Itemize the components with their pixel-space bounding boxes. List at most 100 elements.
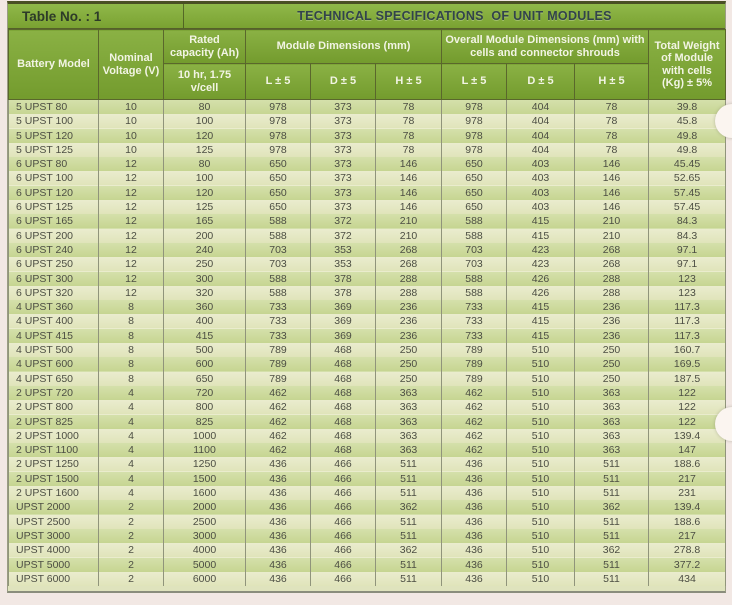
cell-module-d: 468 <box>310 400 376 415</box>
cell-nominal-voltage: 8 <box>98 357 164 372</box>
cell-module-l: 789 <box>245 357 311 372</box>
cell-overall-d: 510 <box>506 457 575 472</box>
cell-overall-l: 462 <box>441 400 507 415</box>
cell-module-l: 462 <box>245 385 311 401</box>
cell-total-weight: 122 <box>648 400 727 415</box>
cell-module-l: 436 <box>245 557 311 572</box>
cell-total-weight: 122 <box>648 385 727 401</box>
cell-module-l: 588 <box>245 285 311 301</box>
cell-module-h: 250 <box>375 371 442 386</box>
table-row: 6 UPST 100 12 100 650 373 146 650 403 146 52.65 <box>8 171 727 186</box>
cell-total-weight: 117.3 <box>648 314 727 329</box>
cell-nominal-voltage: 12 <box>98 214 164 229</box>
cell-module-l: 978 <box>245 142 311 158</box>
cell-overall-d: 510 <box>506 385 575 401</box>
table-row: 6 UPST 300 12 300 588 378 288 588 426 288 123 <box>8 271 727 286</box>
cell-rated-capacity: 120 <box>163 185 246 201</box>
cell-nominal-voltage: 12 <box>98 271 164 286</box>
cell-overall-l: 703 <box>441 242 507 258</box>
cell-nominal-voltage: 8 <box>98 300 164 315</box>
cell-module-h: 288 <box>375 285 442 301</box>
cell-battery-model: UPST 4000 <box>8 543 99 558</box>
cell-module-h: 236 <box>375 314 442 329</box>
cell-module-d: 373 <box>310 171 376 186</box>
cell-overall-l: 703 <box>441 257 507 272</box>
cell-total-weight: 160.7 <box>648 343 727 358</box>
cell-total-weight: 217 <box>648 471 727 487</box>
cell-rated-capacity: 800 <box>163 400 246 415</box>
cell-module-h: 511 <box>375 486 442 501</box>
cell-battery-model: 6 UPST 250 <box>8 257 99 272</box>
cell-module-d: 468 <box>310 343 376 358</box>
table-row: 4 UPST 500 8 500 789 468 250 789 510 250 160.7 <box>8 343 727 358</box>
cell-nominal-voltage: 2 <box>98 571 164 587</box>
cell-nominal-voltage: 4 <box>98 457 164 472</box>
col-group-module-dimensions: Module Dimensions (mm) <box>245 29 442 64</box>
cell-module-d: 466 <box>310 514 376 529</box>
cell-module-h: 362 <box>375 543 442 558</box>
cell-overall-l: 650 <box>441 171 507 186</box>
cell-module-h: 236 <box>375 328 442 344</box>
table-row: 4 UPST 360 8 360 733 369 236 733 415 236 117.3 <box>8 300 727 315</box>
cell-rated-capacity: 80 <box>163 157 246 172</box>
cell-rated-capacity: 200 <box>163 228 246 243</box>
cell-battery-model: 2 UPST 1100 <box>8 443 99 458</box>
cell-module-l: 462 <box>245 414 311 429</box>
cell-nominal-voltage: 12 <box>98 185 164 201</box>
cell-overall-d: 415 <box>506 300 575 315</box>
cell-rated-capacity: 320 <box>163 285 246 301</box>
cell-overall-l: 462 <box>441 443 507 458</box>
cell-overall-h: 288 <box>573 271 650 286</box>
cell-overall-l: 436 <box>441 486 507 501</box>
cell-nominal-voltage: 12 <box>98 200 164 215</box>
col-header-nominal-voltage: Nominal Voltage (V) <box>98 29 164 100</box>
cell-total-weight: 377.2 <box>648 557 727 572</box>
cell-overall-l: 436 <box>441 500 507 515</box>
cell-nominal-voltage: 10 <box>98 128 164 143</box>
cell-module-d: 468 <box>310 357 376 372</box>
cell-module-h: 363 <box>375 443 442 458</box>
cell-rated-capacity: 300 <box>163 271 246 286</box>
cell-total-weight: 117.3 <box>648 328 727 344</box>
cell-overall-l: 436 <box>441 528 507 544</box>
cell-module-h: 511 <box>375 514 442 529</box>
cell-nominal-voltage: 10 <box>98 99 164 115</box>
table-row: 6 UPST 120 12 120 650 373 146 650 403 146 57.45 <box>8 185 727 201</box>
cell-overall-d: 404 <box>506 114 575 129</box>
cell-rated-capacity: 1100 <box>163 443 246 458</box>
cell-module-l: 789 <box>245 371 311 386</box>
cell-overall-h: 250 <box>573 357 650 372</box>
cell-total-weight: 57.45 <box>648 185 727 201</box>
cell-battery-model: UPST 6000 <box>8 571 99 587</box>
cell-total-weight: 45.45 <box>648 157 727 172</box>
cell-module-h: 268 <box>375 257 442 272</box>
cell-nominal-voltage: 8 <box>98 343 164 358</box>
cell-nominal-voltage: 2 <box>98 528 164 544</box>
cell-module-d: 369 <box>310 328 376 344</box>
table-row: 5 UPST 120 10 120 978 373 78 978 404 78 49.8 <box>8 128 727 143</box>
cell-battery-model: UPST 3000 <box>8 528 99 544</box>
cell-module-l: 462 <box>245 443 311 458</box>
cell-battery-model: 6 UPST 80 <box>8 157 99 172</box>
cell-overall-h: 250 <box>573 343 650 358</box>
table-number-label: Table No. : 1 <box>8 4 184 28</box>
cell-overall-h: 511 <box>573 571 650 587</box>
cell-total-weight: 123 <box>648 285 727 301</box>
cell-nominal-voltage: 2 <box>98 500 164 515</box>
col-subheader-overall-l: L ± 5 <box>441 63 507 100</box>
col-group-overall-dimensions: Overall Module Dimensions (mm) with cell… <box>440 29 650 64</box>
cell-total-weight: 217 <box>648 528 727 544</box>
cell-module-d: 353 <box>310 242 376 258</box>
cell-module-d: 373 <box>310 99 376 115</box>
col-subheader-capacity-condition: 10 hr, 1.75 v/cell <box>163 63 246 100</box>
cell-rated-capacity: 400 <box>163 314 246 329</box>
table-row: 6 UPST 80 12 80 650 373 146 650 403 146 45.45 <box>8 157 727 172</box>
cell-module-h: 78 <box>375 142 442 158</box>
cell-overall-d: 510 <box>506 486 575 501</box>
cell-total-weight: 49.8 <box>648 128 727 143</box>
cell-total-weight: 231 <box>648 486 727 501</box>
cell-overall-l: 588 <box>441 214 507 229</box>
cell-nominal-voltage: 12 <box>98 257 164 272</box>
cell-overall-h: 78 <box>573 142 650 158</box>
table-row: 6 UPST 320 12 320 588 378 288 588 426 288 123 <box>8 285 727 301</box>
